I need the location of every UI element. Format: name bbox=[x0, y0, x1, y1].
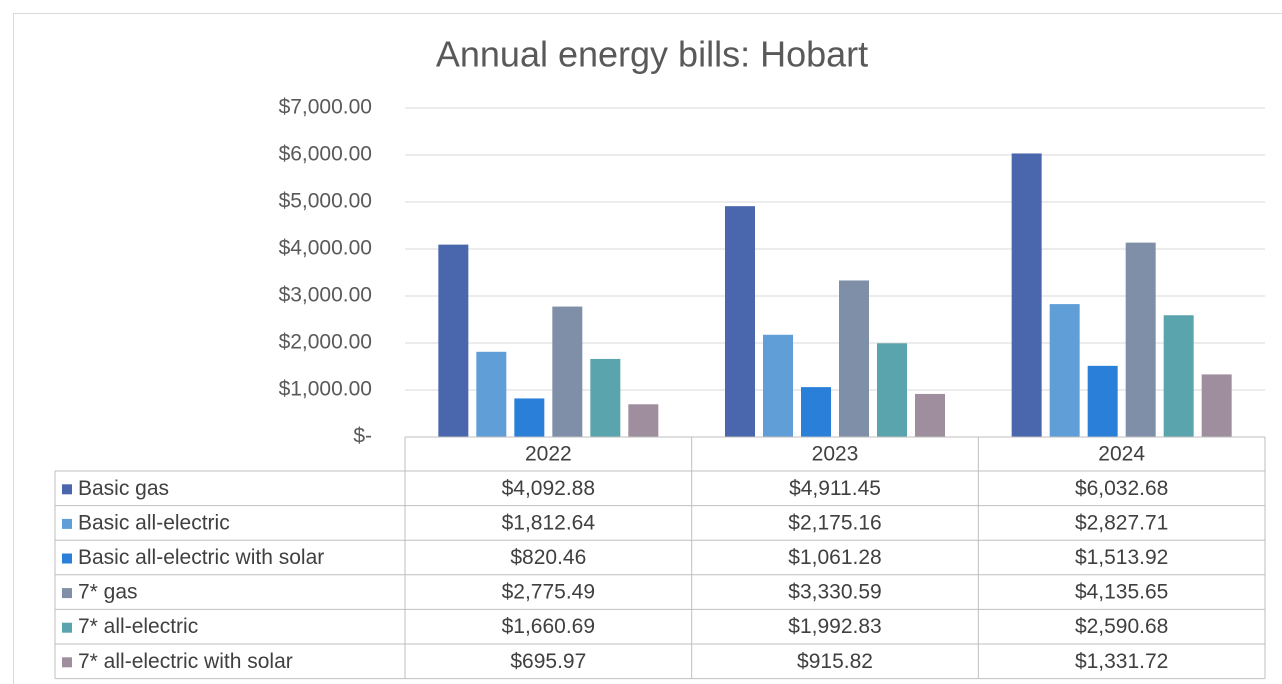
bar bbox=[763, 334, 793, 437]
table-cell: $1,660.69 bbox=[502, 615, 595, 638]
legend-key bbox=[62, 657, 72, 668]
legend-label: Basic all-electric with solar bbox=[78, 546, 324, 569]
y-tick-label: $- bbox=[353, 425, 372, 448]
x-tick-label: 2023 bbox=[812, 443, 859, 466]
legend-label: 7* all-electric with solar bbox=[78, 650, 293, 673]
table-cell: $4,911.45 bbox=[789, 477, 881, 500]
table-cell: $3,330.59 bbox=[788, 581, 881, 604]
bar bbox=[725, 206, 755, 437]
table-cell: $820.46 bbox=[510, 546, 586, 569]
table-cell: $2,175.16 bbox=[788, 511, 881, 534]
bar bbox=[915, 393, 945, 437]
bar bbox=[801, 387, 831, 437]
bar bbox=[839, 280, 869, 437]
y-tick-label: $7,000.00 bbox=[279, 96, 372, 119]
y-tick-label: $3,000.00 bbox=[279, 284, 372, 307]
bar bbox=[1087, 365, 1118, 437]
legend-key bbox=[62, 518, 72, 529]
legend-label: Basic all-electric bbox=[78, 511, 230, 534]
bar bbox=[628, 404, 659, 437]
legend-key bbox=[62, 484, 72, 495]
y-tick-label: $2,000.00 bbox=[279, 331, 372, 354]
legend-key bbox=[62, 622, 72, 633]
table-cell: $4,135.65 bbox=[1075, 581, 1168, 604]
table-cell: $2,590.68 bbox=[1075, 615, 1168, 638]
bar bbox=[1201, 374, 1232, 437]
legend-label: 7* gas bbox=[78, 581, 138, 604]
legend-label: Basic gas bbox=[78, 477, 169, 500]
bar bbox=[1163, 315, 1194, 437]
legend-key bbox=[62, 553, 72, 564]
bar bbox=[877, 343, 907, 437]
bar bbox=[476, 351, 507, 437]
bar bbox=[438, 244, 469, 437]
chart-title: Annual energy bills: Hobart bbox=[436, 34, 868, 75]
table-cell: $2,775.49 bbox=[502, 581, 595, 604]
bar bbox=[1011, 153, 1042, 437]
table-cell: $1,992.83 bbox=[788, 615, 881, 638]
x-tick-label: 2022 bbox=[525, 443, 572, 466]
y-tick-label: $5,000.00 bbox=[279, 190, 372, 213]
table-cell: $1,331.72 bbox=[1075, 650, 1168, 673]
bar bbox=[514, 398, 545, 437]
table-cell: $2,827.71 bbox=[1075, 511, 1168, 534]
bar bbox=[552, 306, 583, 437]
bar bbox=[1125, 242, 1156, 437]
legend-key bbox=[62, 588, 72, 599]
bar bbox=[1049, 304, 1080, 437]
table-cell: $695.97 bbox=[510, 650, 586, 673]
legend-label: 7* all-electric bbox=[78, 615, 198, 638]
y-tick-label: $6,000.00 bbox=[279, 143, 372, 166]
table-cell: $1,812.64 bbox=[502, 511, 596, 534]
x-tick-label: 2024 bbox=[1098, 443, 1145, 466]
table-cell: $1,513.92 bbox=[1075, 546, 1168, 569]
table-cell: $1,061.28 bbox=[788, 546, 881, 569]
bar bbox=[590, 358, 621, 437]
y-tick-label: $1,000.00 bbox=[279, 378, 372, 401]
y-tick-label: $4,000.00 bbox=[279, 237, 372, 260]
table-cell: $4,092.88 bbox=[502, 477, 595, 500]
table-cell: $915.82 bbox=[797, 650, 873, 673]
table-cell: $6,032.68 bbox=[1075, 477, 1168, 500]
